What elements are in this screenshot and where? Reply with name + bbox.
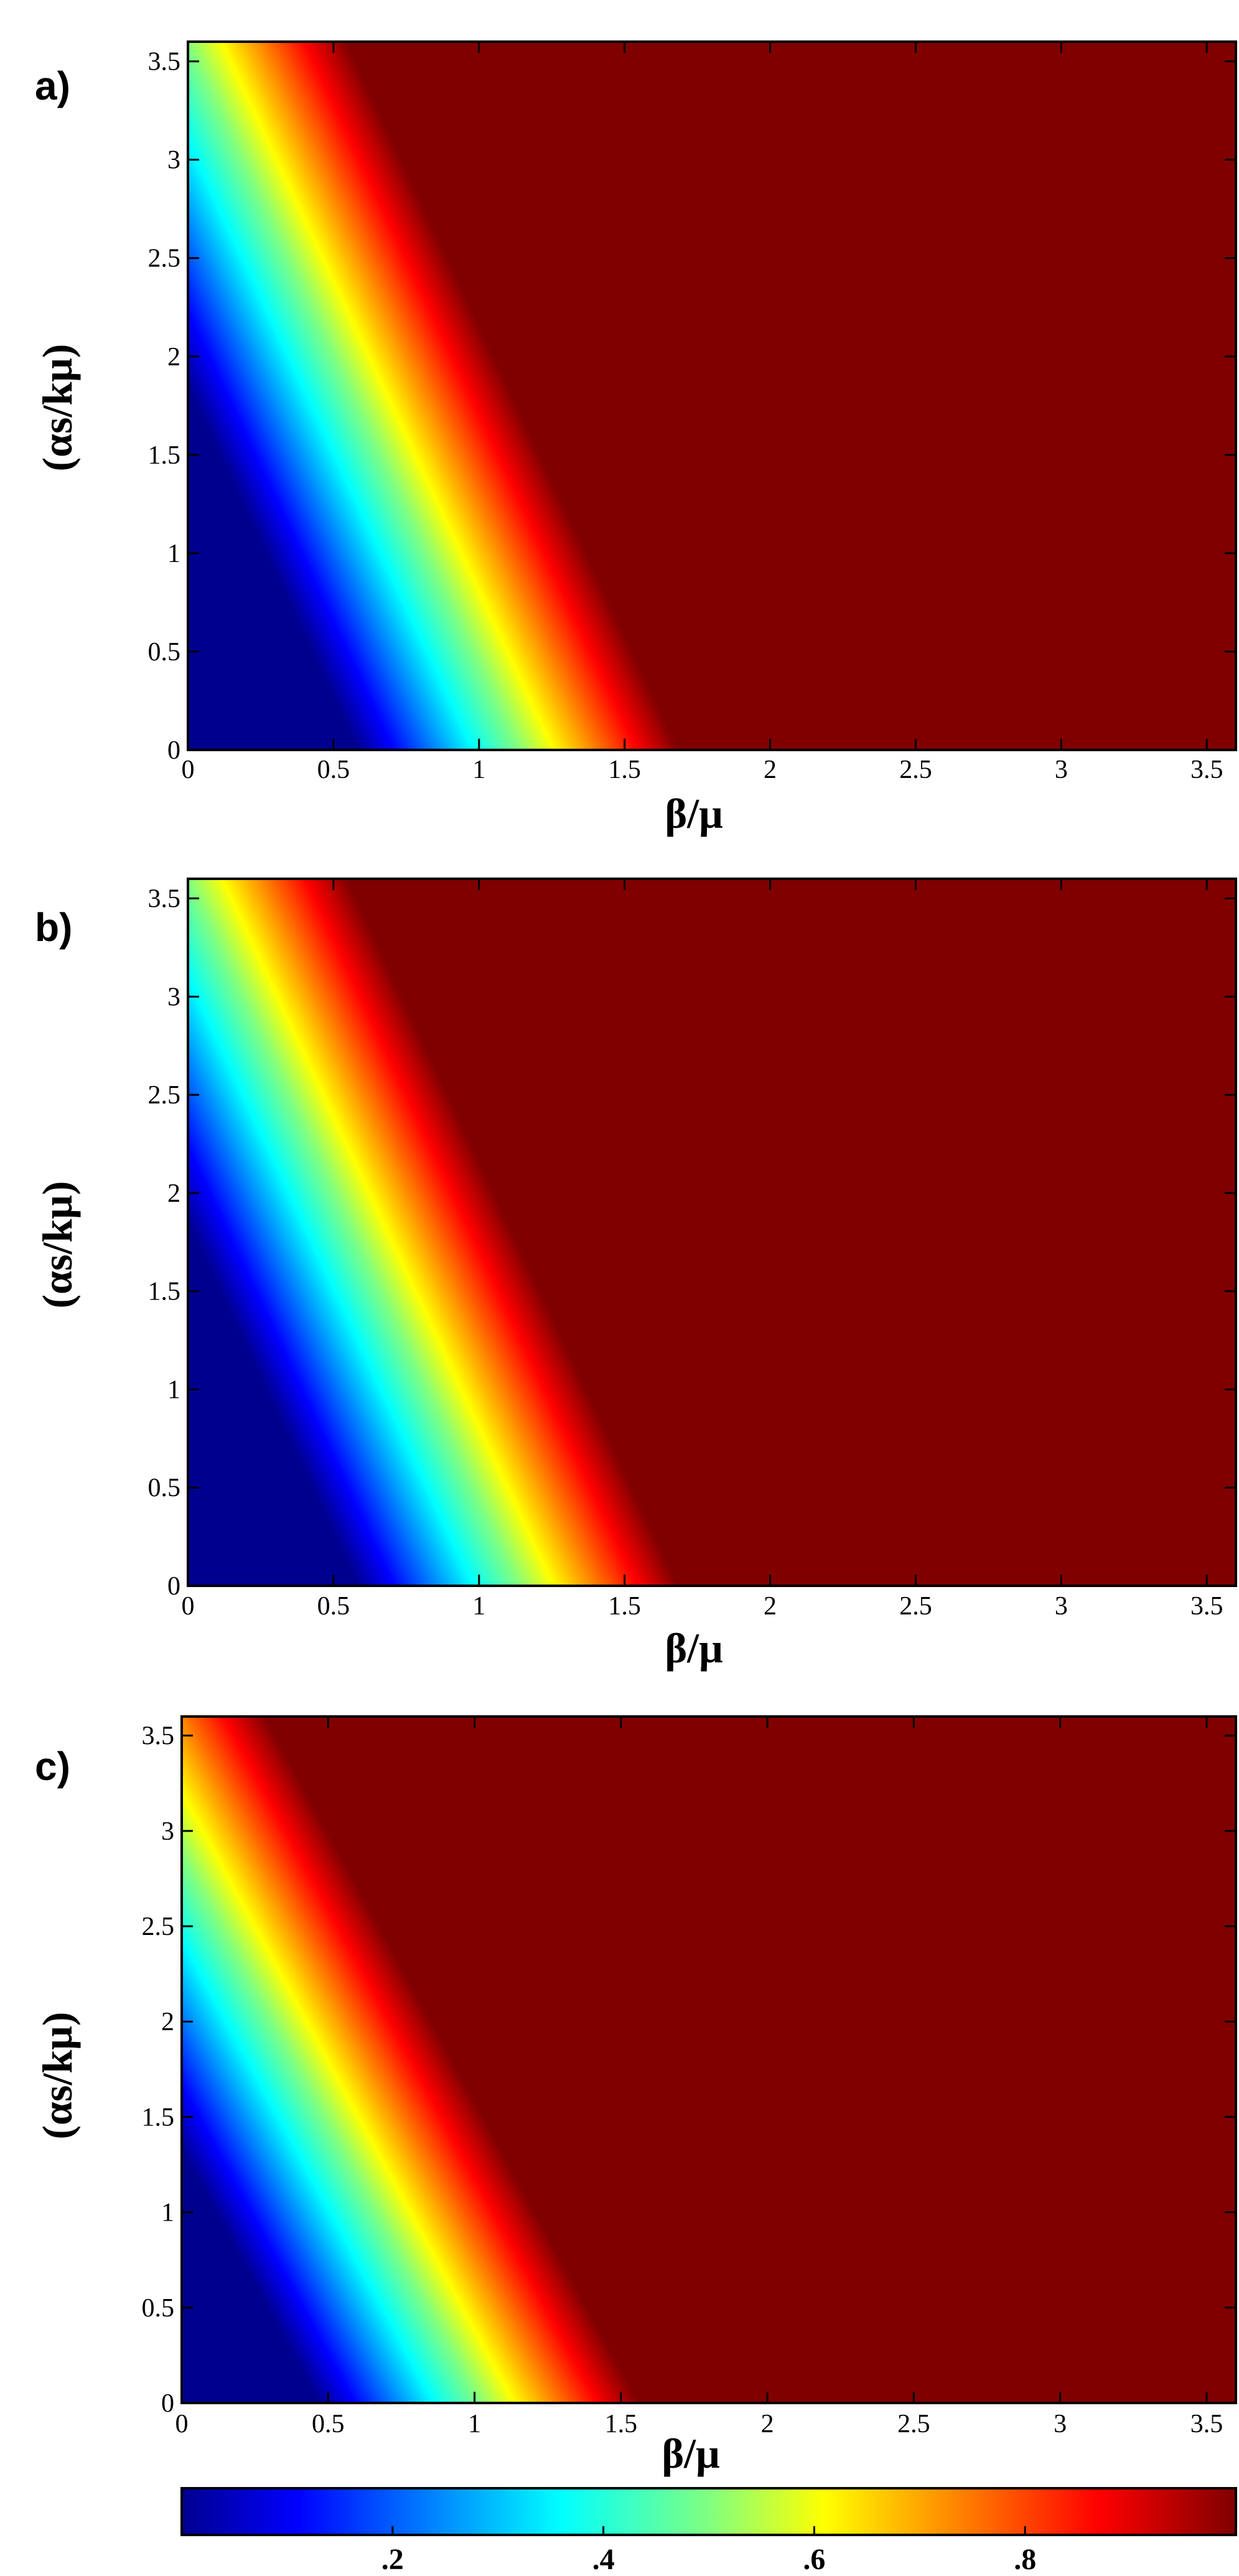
x-tick-label: 2.5 xyxy=(899,1592,932,1621)
y-tick-label: 3.5 xyxy=(142,1722,175,1751)
heatmap-plot: 0 0.5 1 1.5 2 2.5 3 3.5 0 0.5 1 1.5 2 2.5 3 3.5 xyxy=(148,40,1237,784)
x-tick-label: 3 xyxy=(1054,2410,1067,2438)
x-tick-label: 1 xyxy=(472,756,485,784)
panel-label: a) xyxy=(35,63,70,108)
x-tick-label: 2.5 xyxy=(899,756,932,784)
x-tick-label: 0.5 xyxy=(317,1592,350,1621)
heatmap-surface xyxy=(182,1717,1236,2403)
heatmap-plot: 0 0.5 1 1.5 2 2.5 3 3.5 0 0.5 1 1.5 2 2.5 3 3.5 xyxy=(148,878,1237,1621)
panel-label: c) xyxy=(35,1744,70,1789)
plot-frame xyxy=(187,878,1237,1587)
colorbar-tick-label: .8 xyxy=(1014,2543,1036,2576)
y-tick-label: 0.5 xyxy=(148,1474,181,1502)
x-tick-label: 0 xyxy=(182,1592,195,1621)
x-tick-label: 0 xyxy=(182,756,195,784)
y-tick-label: 0 xyxy=(167,1572,180,1601)
x-axis-label: β/μ xyxy=(662,2430,719,2477)
y-tick-label: 3 xyxy=(167,983,180,1011)
heatmap-surface xyxy=(188,42,1236,750)
x-tick-label: 1.5 xyxy=(608,1592,641,1621)
x-tick-label: 3.5 xyxy=(1190,2410,1223,2438)
x-axis-label: β/μ xyxy=(665,1624,722,1672)
y-axis-label: (αs/kμ) xyxy=(34,2012,81,2140)
x-tick-label: 0.5 xyxy=(312,2410,345,2438)
colorbar-gradient xyxy=(182,2488,1236,2535)
y-tick-label: 2.5 xyxy=(142,1913,175,1941)
x-tick-label: 3.5 xyxy=(1190,1592,1223,1621)
y-axis-label: (αs/kμ) xyxy=(34,1181,81,1309)
colorbar-tick-label: .4 xyxy=(592,2543,615,2576)
colorbar-tick-label: .2 xyxy=(381,2543,404,2576)
y-tick-label: 1 xyxy=(161,2199,174,2227)
colorbar: .2 .4 .6 .8 xyxy=(180,2487,1237,2576)
y-tick-label: 2.5 xyxy=(148,245,181,273)
x-tick-label: 2 xyxy=(764,1592,777,1621)
x-tick-label: 2 xyxy=(764,756,777,784)
colorbar-frame xyxy=(180,2487,1237,2536)
y-tick-label: 1.5 xyxy=(148,441,181,470)
x-tick-label: 0.5 xyxy=(317,756,350,784)
y-tick-label: 2 xyxy=(167,1179,180,1208)
x-tick-label: 1 xyxy=(472,1592,485,1621)
x-tick-label: 2.5 xyxy=(897,2410,930,2438)
x-tick-label: 3.5 xyxy=(1190,756,1223,784)
x-tick-label: 3 xyxy=(1055,1592,1068,1621)
x-tick-label: 1 xyxy=(468,2410,481,2438)
y-tick-label: 1.5 xyxy=(148,1278,181,1306)
y-tick-label: 0.5 xyxy=(142,2294,175,2323)
y-tick-label: 3 xyxy=(167,146,180,175)
x-tick-label: 3 xyxy=(1055,756,1068,784)
plot-frame xyxy=(180,1715,1237,2404)
y-tick-label: 2.5 xyxy=(148,1081,181,1110)
panel-b: b) 0 0.5 1 1.5 2 2.5 3 3.500.511.522.533.5 β/μ … xyxy=(34,878,1237,1672)
x-tick-label: 0 xyxy=(175,2410,189,2438)
y-tick-label: 1 xyxy=(167,540,180,568)
y-tick-label: 1 xyxy=(167,1375,180,1404)
y-tick-label: 1.5 xyxy=(142,2103,175,2132)
panel-label: b) xyxy=(35,905,72,950)
x-axis-label: β/μ xyxy=(665,790,722,837)
y-tick-label: 2 xyxy=(167,343,180,372)
y-tick-label: 2 xyxy=(161,2008,174,2036)
panel-a: a) 0 0.5 1 1.5 2 2.5 3 3.500.511.522.533.5 β/μ … xyxy=(34,40,1237,837)
plot-frame xyxy=(187,40,1237,751)
colorbar-tick-label: .6 xyxy=(803,2543,825,2576)
y-axis-label: (αs/kμ) xyxy=(34,344,81,472)
x-tick-label: 1.5 xyxy=(608,756,641,784)
y-tick-label: 0 xyxy=(161,2389,174,2418)
heatmap-surface xyxy=(188,879,1236,1586)
y-tick-label: 3.5 xyxy=(148,48,181,77)
y-tick-label: 0.5 xyxy=(148,638,181,667)
y-tick-label: 3.5 xyxy=(148,885,181,914)
y-tick-label: 0 xyxy=(167,736,180,765)
x-tick-label: 1.5 xyxy=(605,2410,638,2438)
panel-c: c) 0 0.5 1 1.5 2 2.5 3 3.500.511.522.533.5 β/μ … xyxy=(34,1715,1237,2477)
x-tick-label: 2 xyxy=(761,2410,774,2438)
y-tick-label: 3 xyxy=(161,1817,174,1846)
heatmap-plot: 0 0.5 1 1.5 2 2.5 3 3.5 0 0.5 1 1.5 2 2.5 3 3.5 xyxy=(142,1715,1237,2438)
